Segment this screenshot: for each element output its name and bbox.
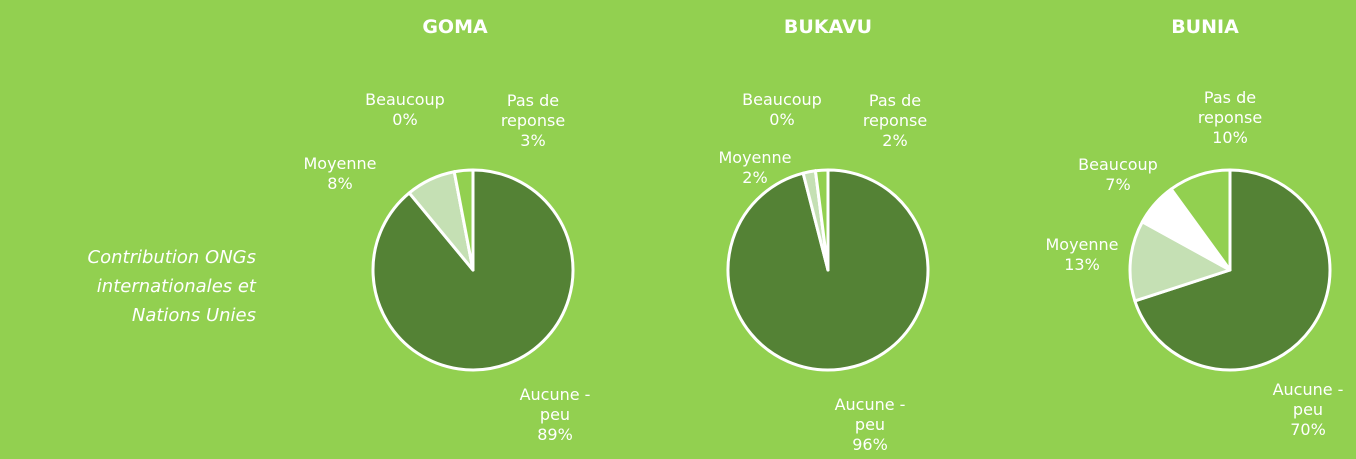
slice-label: Aucune - peu 89% [507, 385, 603, 445]
slice-value: 89% [537, 425, 573, 444]
row-label: Contribution ONGs internationales et Nat… [87, 247, 256, 326]
chart-title: BUNIA [1171, 16, 1239, 38]
slice-name: Moyenne [1045, 235, 1119, 254]
pie-slice [1133, 168, 1332, 372]
slice-name: Aucune - peu [1272, 380, 1344, 419]
slice-value: 2% [882, 131, 908, 150]
slice-value: 7% [1105, 175, 1131, 194]
slice-name: Beaucoup [742, 90, 822, 109]
slice-name: Pas de reponse [1197, 88, 1263, 127]
slice-label: Moyenne 8% [292, 154, 388, 194]
slice-label: Pas de reponse 10% [1182, 88, 1278, 148]
slice-label: Aucune - peu 70% [1260, 380, 1356, 440]
pie-slice [1169, 168, 1232, 272]
slice-value: 13% [1064, 255, 1100, 274]
slice-label: Pas de reponse 2% [847, 91, 943, 151]
chart-title: BUKAVU [783, 16, 873, 38]
slice-label: Beaucoup 0% [357, 90, 453, 130]
slice-name: Moyenne [303, 154, 377, 173]
slice-name: Beaucoup [365, 90, 445, 109]
pie-slice [452, 168, 475, 272]
slice-label: Beaucoup 7% [1070, 155, 1166, 195]
slice-value: 3% [520, 131, 546, 150]
slice-value: 70% [1290, 420, 1326, 439]
slice-name: Beaucoup [1078, 155, 1158, 174]
slice-label: Beaucoup 0% [734, 90, 830, 130]
slice-name: Moyenne [718, 148, 792, 167]
slice-value: 96% [852, 435, 888, 454]
slice-value: 8% [327, 174, 353, 193]
slice-label: Pas de reponse 3% [485, 91, 581, 151]
slice-name: Pas de reponse [500, 91, 566, 130]
slice-name: Aucune - peu [834, 395, 906, 434]
slice-label: Moyenne 2% [707, 148, 803, 188]
slice-name: Aucune - peu [519, 385, 591, 424]
slice-label: Moyenne 13% [1034, 235, 1130, 275]
pie-slice [1128, 220, 1232, 303]
slice-label: Aucune - peu 96% [822, 395, 918, 455]
slice-value: 0% [392, 110, 418, 129]
slice-name: Pas de reponse [862, 91, 928, 130]
pie-slice [813, 168, 830, 272]
slice-value: 0% [769, 110, 795, 129]
slice-value: 10% [1212, 128, 1248, 147]
chart-title: GOMA [422, 16, 488, 38]
slice-value: 2% [742, 168, 768, 187]
